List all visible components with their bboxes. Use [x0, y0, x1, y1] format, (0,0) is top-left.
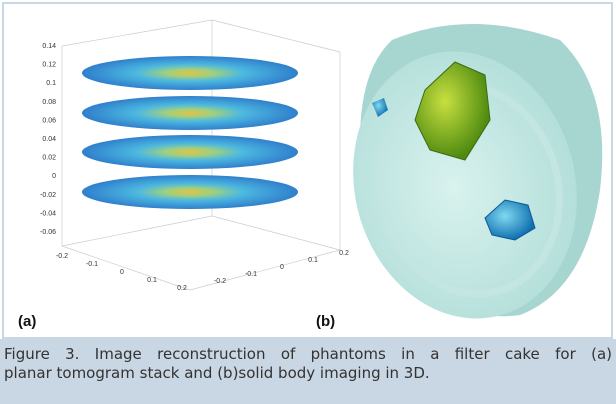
y-tick-label: 0: [280, 264, 284, 271]
z-tick-label: 0.14: [42, 43, 56, 50]
panel-label: (b): [316, 313, 335, 330]
figure-panels: (a) (b) 0.14 0.12 0.1 0.08 0.06 0.04 0.02 0 -0.0…: [0, 0, 616, 339]
y-tick-label: -0.2: [214, 278, 226, 285]
z-tick-label: 0: [52, 173, 56, 180]
caption-line: planar tomogram stack and (b)solid body …: [4, 364, 612, 383]
y-tick-label: -0.1: [245, 271, 257, 278]
x-tick-label: 0.2: [177, 285, 187, 292]
z-tick-label: -0.06: [40, 229, 56, 236]
z-tick-label: -0.02: [40, 192, 56, 199]
caption: Figure 3. Image reconstruction of phanto…: [0, 339, 616, 404]
z-tick-label: 0.12: [42, 62, 56, 69]
figure: (a) (b) 0.14 0.12 0.1 0.08 0.06 0.04 0.02 0 -0.0…: [0, 0, 616, 404]
x-tick-label: 0: [120, 269, 124, 276]
caption-line: Figure 3. Image reconstruction of phanto…: [4, 345, 612, 364]
z-tick-label: 0.04: [42, 136, 56, 143]
x-tick-label: -0.1: [86, 261, 98, 268]
z-tick-label: -0.04: [40, 210, 56, 217]
z-tick-label: 0.1: [46, 80, 56, 87]
x-tick-label: 0.1: [147, 277, 157, 284]
x-tick-label: -0.2: [56, 253, 68, 260]
z-tick-label: 0.06: [42, 117, 56, 124]
y-tick-label: 0.2: [339, 250, 349, 257]
z-tick-label: 0.08: [42, 99, 56, 106]
panel-label: (a): [18, 313, 36, 330]
z-tick-label: 0.02: [42, 155, 56, 162]
y-tick-label: 0.1: [308, 257, 318, 264]
